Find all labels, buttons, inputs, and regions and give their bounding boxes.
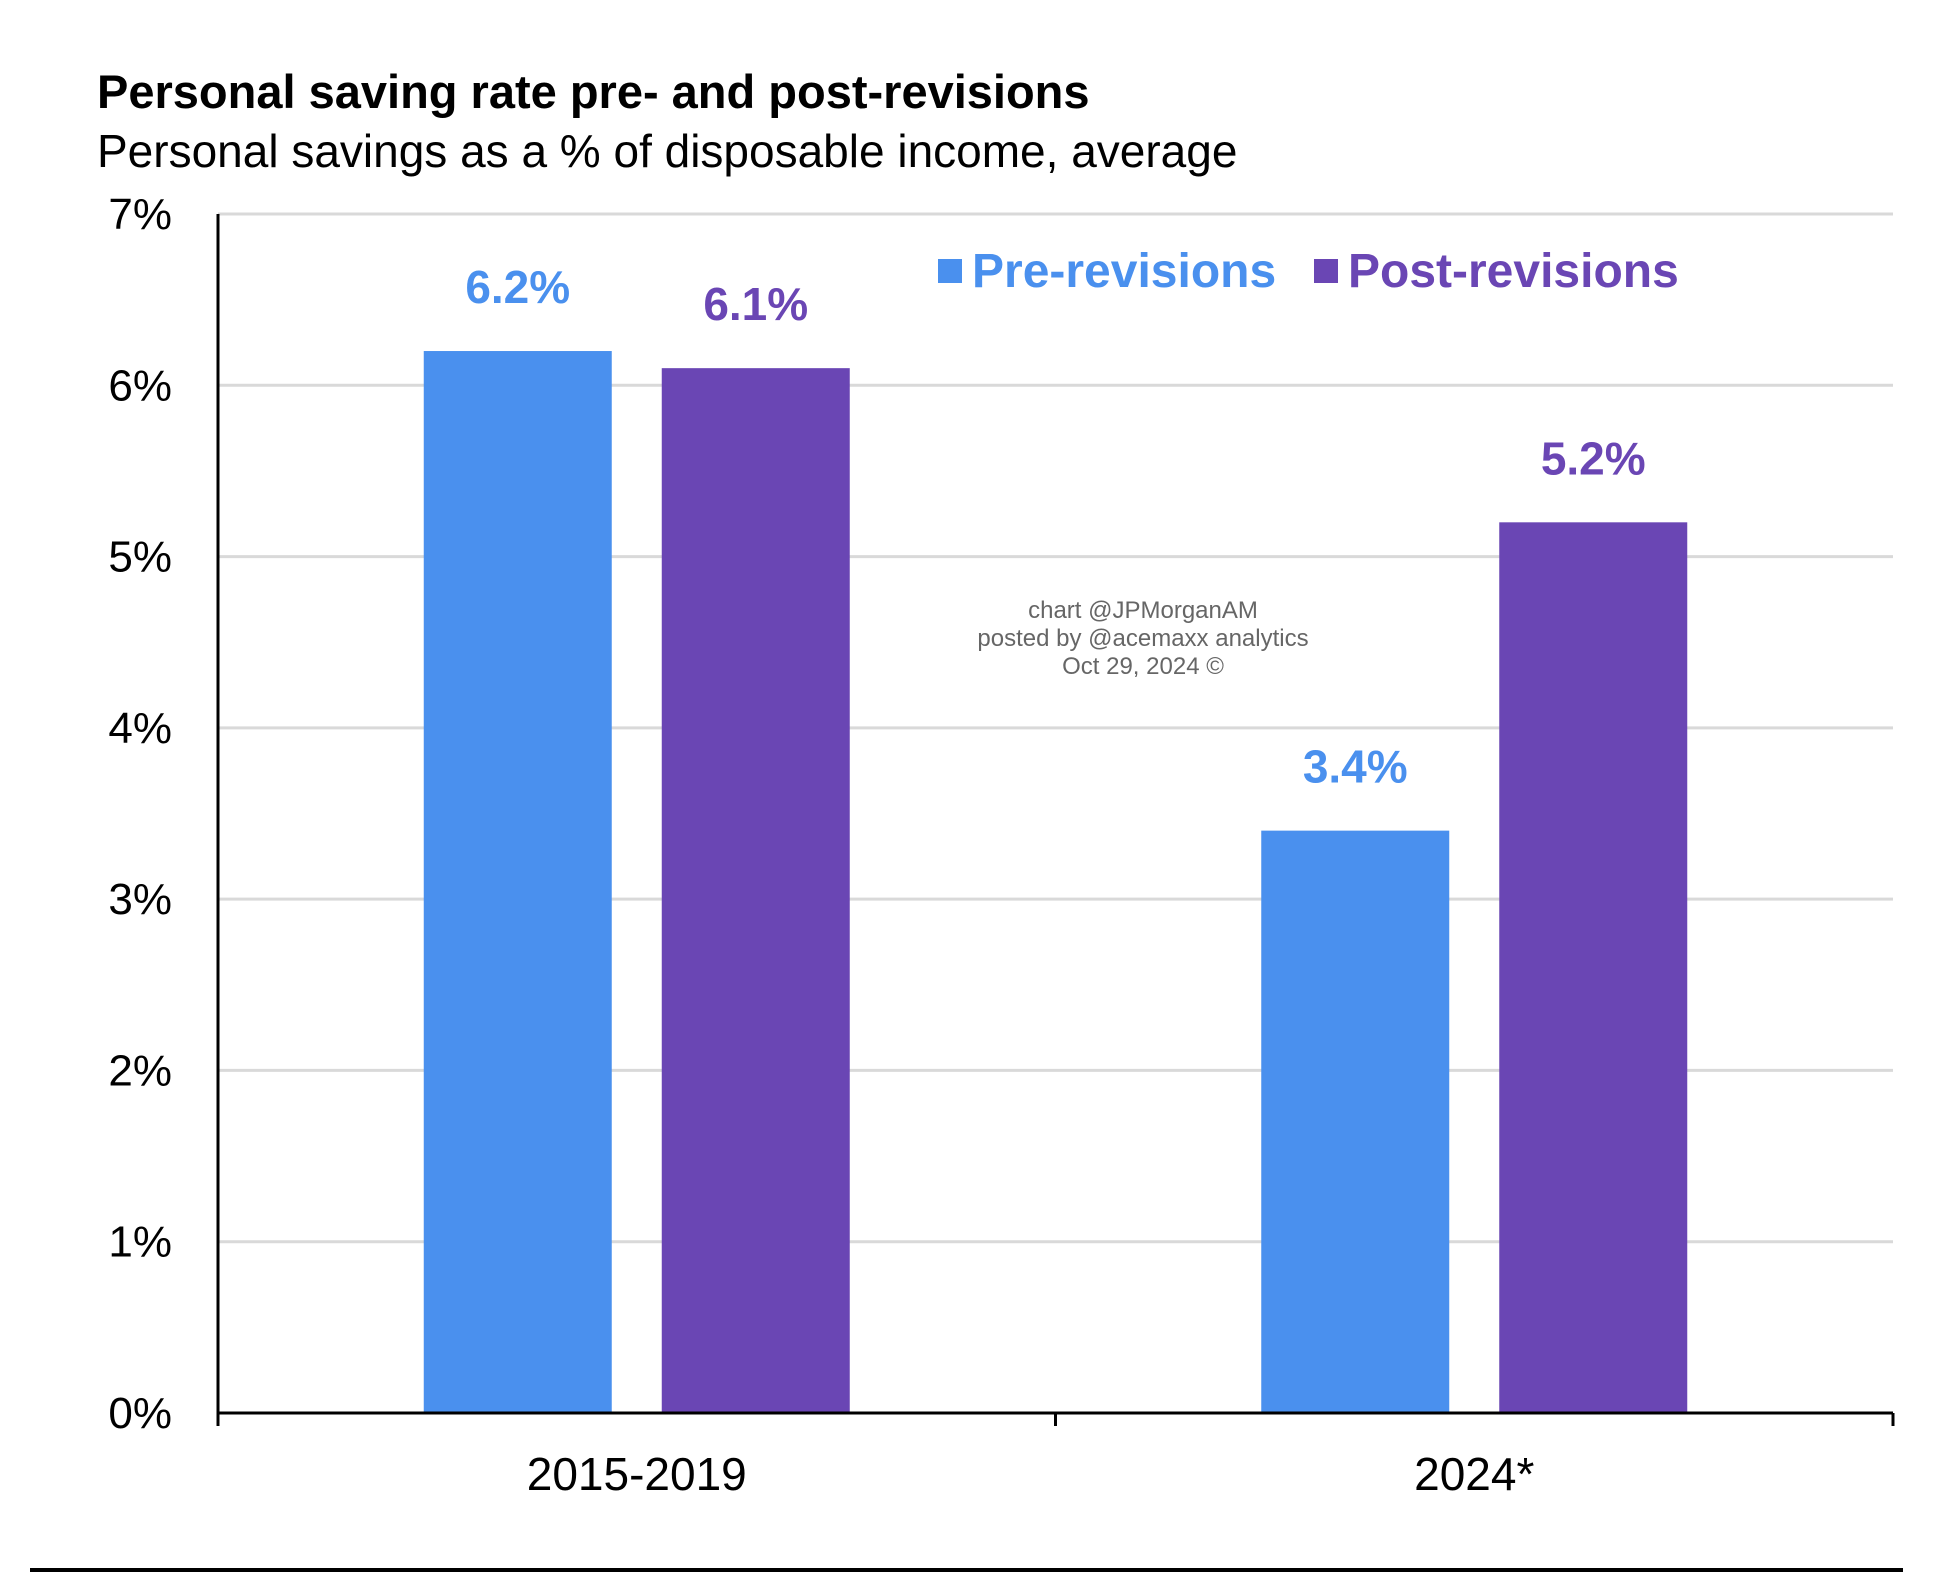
watermark-line: chart @JPMorganAM [1028,597,1258,624]
y-tick-label: 7% [108,190,172,239]
data-label: 6.2% [465,261,570,313]
legend-swatch [1314,259,1338,283]
x-tick-label: 2024* [1414,1448,1534,1500]
y-tick-label: 6% [108,361,172,410]
bar [1499,522,1688,1413]
legend: Pre-revisions Post-revisions [938,245,1679,298]
bars [423,351,1688,1414]
watermark-line: posted by @acemaxx analytics [977,625,1308,652]
data-label: 5.2% [1541,432,1646,484]
y-tick-label: 0% [108,1389,172,1438]
bar [661,368,850,1414]
watermark-line: Oct 29, 2024 © [1062,653,1224,680]
x-tick-label: 2015-2019 [527,1448,747,1500]
labels: 6.2% 6.1% 3.4% 5.2% [465,261,1645,793]
y-tick-label: 1% [108,1218,172,1267]
y-tick-label: 4% [108,704,172,753]
y-tick-label: 5% [108,533,172,582]
bar [423,351,612,1413]
legend-swatch [938,259,962,283]
y-tick-label: 3% [108,875,172,924]
bar [1261,830,1450,1413]
legend-label: Pre-revisions [972,245,1276,298]
chart-subtitle: Personal savings as a % of disposable in… [97,125,1238,177]
chart-title: Personal saving rate pre- and post-revis… [97,65,1090,118]
data-label: 6.1% [703,278,808,330]
data-label: 3.4% [1303,741,1408,793]
legend-label: Post-revisions [1348,245,1679,298]
axes: 0% 1% 2% 3% 4% 5% 6% 7% 2015-2019 2024* [30,190,1903,1572]
y-tick-label: 2% [108,1046,172,1095]
